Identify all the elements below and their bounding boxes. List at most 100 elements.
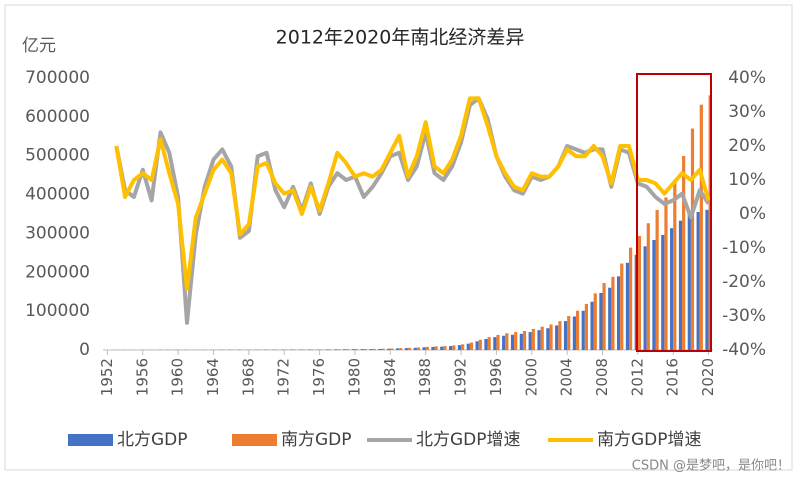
bar [584, 303, 588, 350]
bar [307, 349, 311, 350]
y-tick-label: 600000 [25, 107, 90, 127]
bar [599, 292, 603, 350]
bar [563, 321, 568, 350]
bar [372, 348, 376, 350]
y-tick-label: 500000 [25, 146, 90, 166]
bar [673, 181, 677, 350]
x-tick-label: 1996 [487, 358, 505, 396]
bar [275, 349, 279, 350]
y2-tick-label: -10% [722, 238, 766, 258]
bar [399, 348, 403, 350]
bar [696, 212, 700, 350]
y-tick-label: 300000 [25, 223, 90, 243]
bar [484, 339, 488, 350]
bar [354, 349, 359, 350]
legend-label: 南方GDP [281, 430, 352, 450]
bar [413, 347, 417, 350]
x-tick-label: 2016 [664, 358, 682, 396]
bar [652, 239, 656, 350]
legend-swatch [68, 434, 113, 446]
bar [670, 228, 674, 350]
bar [510, 334, 515, 350]
bar [528, 332, 532, 350]
bar [643, 246, 647, 350]
bar [310, 349, 314, 350]
bar [422, 347, 426, 350]
x-tick-label: 2012 [628, 358, 646, 396]
x-tick-label: 1968 [239, 358, 257, 396]
x-tick-label: 1956 [133, 358, 151, 396]
x-tick-label: 1984 [381, 358, 399, 396]
bar [505, 333, 509, 350]
y-tick-label: 200000 [25, 262, 90, 282]
bar [325, 349, 329, 350]
bar [328, 349, 332, 350]
bar [620, 263, 624, 350]
bar [611, 276, 615, 350]
bar [351, 349, 355, 350]
bar [608, 287, 612, 350]
bar [593, 293, 597, 350]
bar [461, 344, 465, 350]
bar [705, 209, 709, 350]
bar [360, 349, 364, 350]
x-tick-label: 2004 [558, 358, 576, 396]
bar [404, 348, 408, 350]
bar [567, 316, 571, 350]
bar [284, 349, 288, 350]
bar [475, 341, 479, 350]
bar [522, 330, 527, 350]
y2-tick-label: -20% [722, 272, 766, 292]
bar [487, 337, 491, 350]
bar [452, 345, 456, 350]
x-tick-label: 2008 [593, 358, 611, 396]
bar [555, 325, 559, 350]
x-tick-label: 1952 [98, 358, 116, 396]
bar [540, 326, 544, 350]
y2-tick-label: -30% [722, 306, 766, 326]
bar [298, 349, 302, 350]
y-tick-label: 400000 [25, 185, 90, 205]
watermark: CSDN @是梦吧，是你吧！ [632, 459, 790, 474]
legend-label: 北方GDP [117, 430, 188, 450]
bar [575, 310, 580, 350]
bar [502, 335, 506, 350]
bar [390, 348, 394, 350]
bar [334, 349, 338, 350]
x-tick-label: 1960 [169, 358, 187, 396]
x-tick-label: 2000 [522, 358, 540, 396]
bar [629, 247, 633, 350]
bar [440, 346, 444, 350]
bar [699, 104, 703, 350]
bar [449, 346, 453, 350]
bar [387, 348, 391, 350]
bar [466, 343, 470, 350]
bar [378, 348, 382, 350]
y2-tick-label: 10% [728, 170, 766, 190]
legend-label: 南方GDP增速 [597, 430, 702, 450]
x-tick-label: 1988 [416, 358, 434, 396]
bar [457, 345, 462, 350]
bar [682, 156, 686, 350]
bar [637, 235, 642, 350]
y2-tick-label: -40% [722, 340, 766, 360]
y-tick-label: 0 [79, 340, 90, 360]
bar [514, 332, 518, 350]
bar [369, 349, 373, 350]
bar [346, 349, 350, 350]
bar [616, 276, 621, 350]
plot-area: 0 100000 200000 300000 400000 500000 600000 700… [25, 68, 766, 450]
y-tick-label: 100000 [25, 301, 90, 321]
x-tick-label: 2020 [699, 358, 717, 396]
bar [655, 209, 659, 350]
bar [690, 128, 695, 350]
bar [590, 301, 594, 350]
chart-title: 2012年2020年南北经济差异 [276, 27, 525, 49]
bar [395, 348, 400, 350]
bar [581, 310, 585, 350]
bar [496, 334, 500, 350]
highlight-box [636, 73, 712, 352]
bar [381, 348, 385, 350]
y-axis-label: 亿元 [22, 36, 56, 56]
